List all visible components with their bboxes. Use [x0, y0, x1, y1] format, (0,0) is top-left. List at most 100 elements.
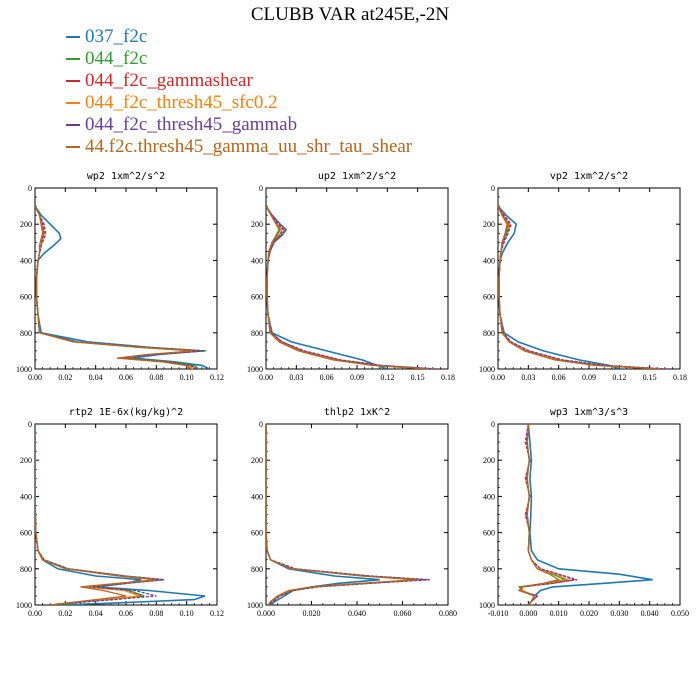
y-tick-label: 600 [20, 293, 32, 302]
y-tick-label: 400 [251, 492, 263, 501]
legend-item: 44.f2c.thresh45_gamma_uu_shr_tau_shear [66, 136, 412, 158]
x-tick-label: 0.02 [58, 373, 72, 382]
x-tick-label: 0.040 [641, 609, 659, 618]
legend-label: 044_f2c_thresh45_sfc0.2 [85, 92, 278, 113]
y-tick-label: 1000 [479, 601, 495, 610]
series-line [35, 205, 196, 369]
y-tick-label: 800 [251, 565, 263, 574]
y-tick-label: 200 [251, 220, 263, 229]
y-tick-label: 1000 [16, 601, 32, 610]
x-tick-label: -0.010 [488, 609, 509, 618]
y-tick-label: 0 [259, 184, 263, 193]
legend-label: 044_f2c_gammashear [85, 70, 253, 91]
legend-swatch [66, 58, 80, 60]
y-tick-label: 800 [251, 329, 263, 338]
series-line [266, 205, 433, 369]
y-tick-label: 600 [251, 529, 263, 538]
x-tick-label: 0.12 [380, 373, 394, 382]
y-tick-label: 200 [251, 456, 263, 465]
series-line [266, 205, 428, 369]
x-tick-label: 0.02 [58, 609, 72, 618]
chart-title: thlp2 1xK^2 [324, 407, 390, 418]
y-tick-label: 800 [483, 565, 495, 574]
series-line [266, 205, 438, 369]
x-tick-label: 0.08 [149, 609, 163, 618]
x-tick-label: 0.000 [519, 609, 537, 618]
y-tick-label: 0 [491, 420, 495, 429]
legend-swatch [66, 36, 80, 38]
plot-frame [34, 187, 218, 370]
chart-title: wp3 1xm^3/s^3 [550, 407, 628, 418]
x-tick-label: 0.15 [411, 373, 425, 382]
series-line [266, 424, 380, 605]
y-tick-label: 1000 [247, 365, 263, 374]
y-tick-label: 400 [483, 256, 495, 265]
legend-swatch [66, 124, 80, 126]
x-tick-label: 0.00 [491, 373, 505, 382]
series-line [35, 424, 157, 605]
series-line [527, 424, 653, 605]
x-tick-label: 0.020 [303, 609, 321, 618]
y-tick-label: 800 [483, 329, 495, 338]
x-tick-label: 0.12 [210, 609, 224, 618]
series-line [498, 205, 658, 369]
legend-item: 044_f2c [66, 48, 412, 70]
y-tick-label: 800 [20, 565, 32, 574]
legend-label: 037_f2c [85, 26, 148, 47]
x-tick-label: 0.04 [89, 373, 103, 382]
x-tick-label: 0.060 [394, 609, 412, 618]
y-tick-label: 600 [483, 529, 495, 538]
x-tick-label: 0.06 [119, 373, 133, 382]
chart-title: wp2 1xm^2/s^2 [87, 171, 165, 182]
y-tick-label: 200 [483, 220, 495, 229]
y-tick-label: 0 [28, 184, 32, 193]
x-tick-label: 0.09 [350, 373, 364, 382]
y-tick-label: 200 [483, 456, 495, 465]
y-tick-label: 0 [259, 420, 263, 429]
x-tick-label: 0.020 [580, 609, 598, 618]
x-tick-label: 0.06 [320, 373, 334, 382]
y-tick-label: 800 [20, 329, 32, 338]
series-line [266, 205, 436, 369]
x-tick-label: 0.06 [552, 373, 566, 382]
x-tick-label: 0.04 [89, 609, 103, 618]
y-tick-label: 400 [251, 256, 263, 265]
x-tick-label: 0.03 [289, 373, 303, 382]
x-tick-label: 0.000 [257, 609, 275, 618]
series-line [35, 205, 210, 369]
legend-item: 044_f2c_gammashear [66, 70, 412, 92]
x-tick-label: 0.050 [671, 609, 689, 618]
x-tick-label: 0.15 [643, 373, 657, 382]
series-line [518, 424, 577, 605]
legend-label: 044_f2c_thresh45_gammab [85, 114, 298, 135]
x-tick-label: 0.12 [210, 373, 224, 382]
x-tick-label: 0.040 [348, 609, 366, 618]
y-tick-label: 1000 [479, 365, 495, 374]
legend: 037_f2c 044_f2c 044_f2c_gammashear 044_f2c_… [66, 26, 412, 158]
figure-title: CLUBB VAR at245E,-2N [250, 4, 450, 25]
x-tick-label: 0.12 [612, 373, 626, 382]
x-tick-label: 0.00 [259, 373, 273, 382]
x-tick-label: 0.09 [582, 373, 596, 382]
legend-item: 044_f2c_thresh45_sfc0.2 [66, 92, 412, 114]
x-tick-label: 0.18 [441, 373, 455, 382]
legend-swatch [66, 102, 80, 104]
y-tick-label: 200 [20, 456, 32, 465]
x-tick-label: 0.00 [28, 373, 42, 382]
legend-label: 44.f2c.thresh45_gamma_uu_shr_tau_shear [85, 136, 413, 157]
y-tick-label: 600 [20, 529, 32, 538]
chart-panel: wp3 1xm^3/s^3 0 200 400 600 800 1000-0.010 0.00… [479, 407, 689, 618]
series-line [498, 205, 665, 369]
y-tick-label: 600 [251, 293, 263, 302]
y-tick-label: 0 [491, 184, 495, 193]
legend-item: 044_f2c_thresh45_gammab [66, 114, 412, 136]
x-tick-label: 0.080 [439, 609, 457, 618]
x-tick-label: 0.00 [28, 609, 42, 618]
y-tick-label: 200 [20, 220, 32, 229]
series-line [35, 424, 206, 605]
